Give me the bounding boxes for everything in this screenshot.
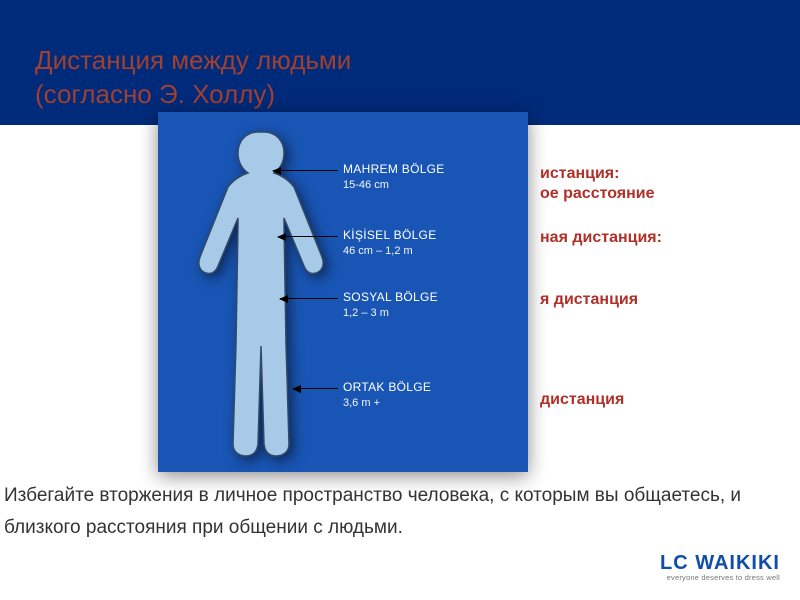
logo-main: LC WAIKIKI bbox=[660, 552, 780, 575]
zone-personal: KİŞİSEL BÖLGE 46 cm – 1,2 m bbox=[343, 228, 437, 258]
side-label-intimate: истанция:ое расстояние bbox=[540, 164, 655, 204]
side-label-social: я дистанция bbox=[540, 290, 638, 310]
arrow-icon bbox=[293, 388, 338, 389]
zone-public: ORTAK BÖLGE 3,6 m + bbox=[343, 380, 431, 410]
logo-tagline: everyone deserves to dress well bbox=[660, 573, 780, 582]
side-label-public: дистанция bbox=[540, 390, 624, 410]
footer-text: Избегайте вторжения в личное пространств… bbox=[0, 480, 800, 545]
zone-intimate: MAHREM BÖLGE 15-46 cm bbox=[343, 162, 445, 192]
page-title: Дистанция между людьми (согласно Э. Холл… bbox=[35, 44, 355, 112]
proxemics-diagram: MAHREM BÖLGE 15-46 cm KİŞİSEL BÖLGE 46 c… bbox=[158, 112, 528, 472]
human-silhouette-icon bbox=[178, 122, 338, 462]
side-label-personal: ная дистанция: bbox=[540, 228, 662, 248]
arrow-icon bbox=[273, 170, 338, 171]
arrow-icon bbox=[280, 298, 338, 299]
zone-social: SOSYAL BÖLGE 1,2 – 3 m bbox=[343, 290, 438, 320]
arrow-icon bbox=[278, 236, 338, 237]
brand-logo: LC WAIKIKI everyone deserves to dress we… bbox=[660, 552, 780, 582]
